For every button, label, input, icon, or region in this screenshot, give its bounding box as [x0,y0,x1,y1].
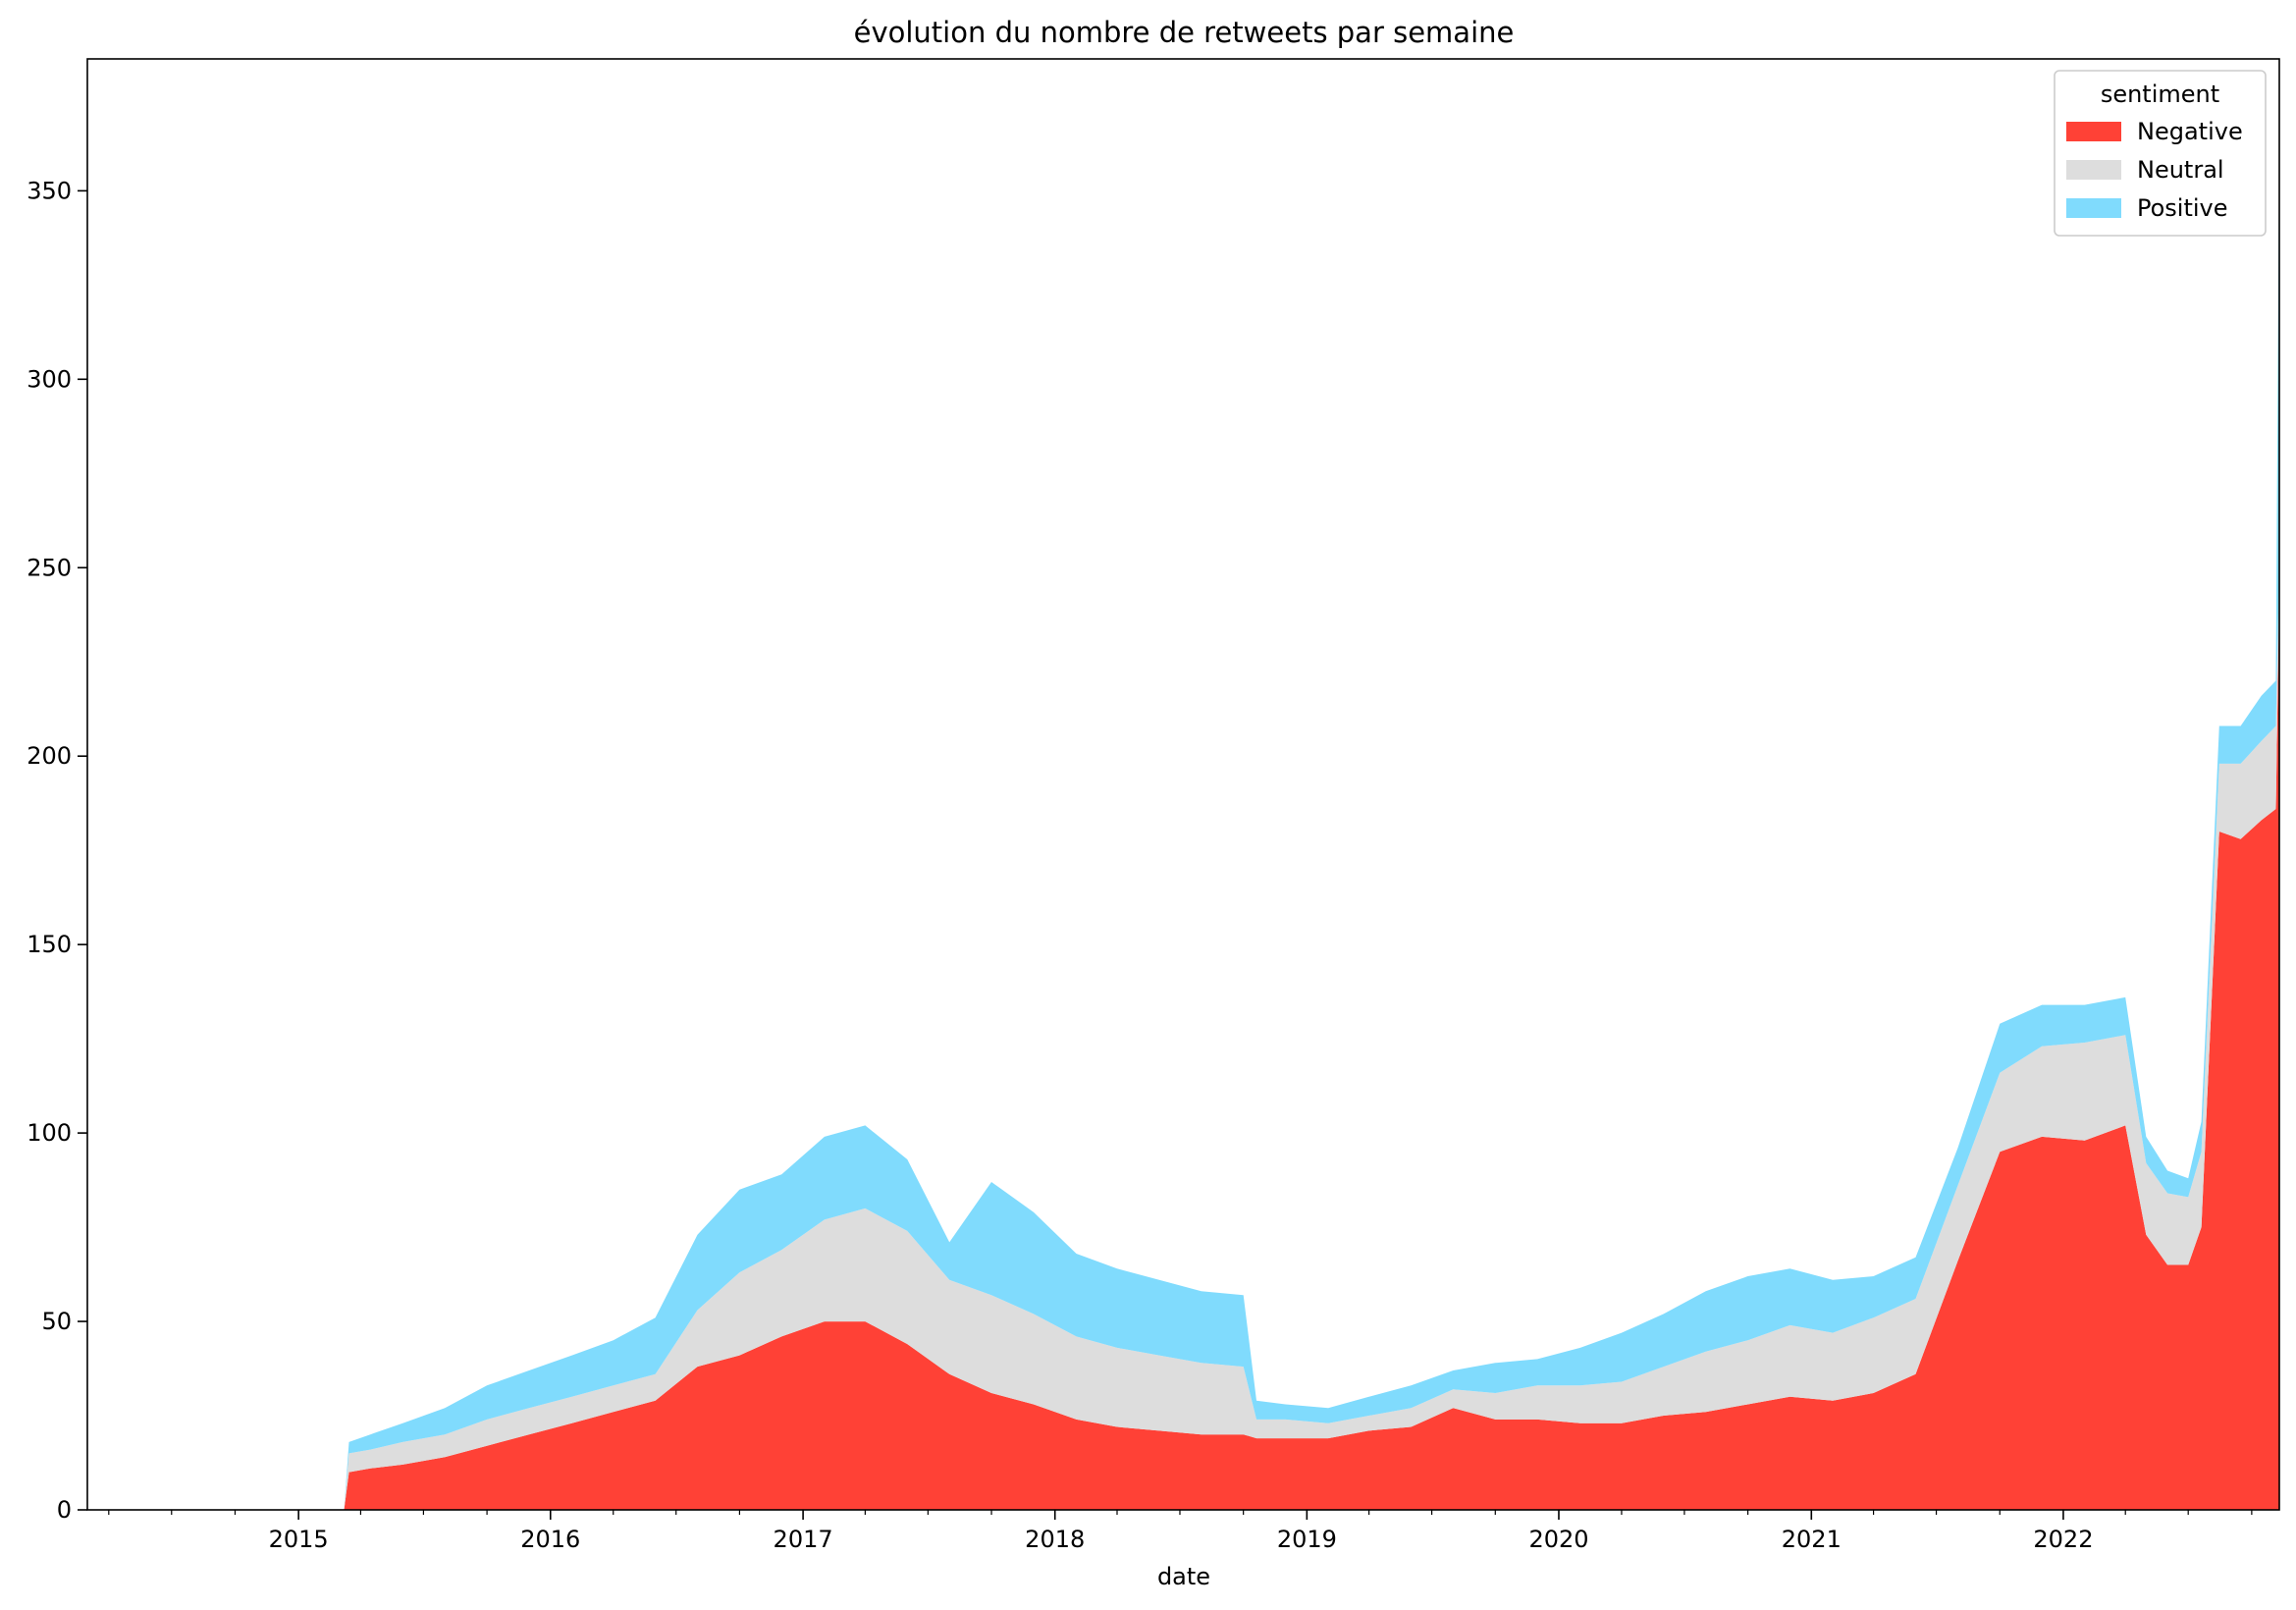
legend-label-negative: Negative [2137,118,2243,145]
y-tick-label: 50 [41,1308,72,1335]
x-tick-label: 2021 [1782,1526,1842,1553]
legend-swatch-neutral [2066,160,2121,180]
y-axis: 0 50 100 150 200 250 300 350 [27,177,87,1524]
x-tick-label: 2015 [269,1526,329,1553]
x-tick-label: 2022 [2033,1526,2093,1553]
legend-label-positive: Positive [2137,194,2228,222]
y-tick-label: 150 [27,931,72,958]
area-negative [87,586,2279,1510]
y-tick-label: 300 [27,365,72,393]
chart-title: évolution du nombre de retweets par sema… [854,16,1515,49]
y-tick-label: 100 [27,1119,72,1147]
plot-frame [86,58,2280,1511]
x-tick-label: 2017 [774,1526,833,1553]
y-tick-label: 0 [57,1496,72,1524]
legend-label-neutral: Neutral [2137,156,2224,184]
y-tick-label: 350 [27,177,72,204]
legend: sentiment Negative Neutral Positive [2054,70,2267,237]
legend-swatch-positive [2066,198,2121,218]
legend-frame [2054,70,2267,237]
y-tick-label: 250 [27,554,72,581]
area-layers [87,127,2279,1511]
x-tick-label: 2020 [1528,1526,1588,1553]
legend-title: sentiment [2101,80,2219,108]
y-tick-label: 200 [27,742,72,770]
x-axis-label: date [1157,1563,1210,1590]
x-tick-label: 2018 [1025,1526,1085,1553]
x-axis: 2015 2016 2017 2018 2019 2020 2021 2022 [108,1510,2253,1553]
legend-swatch-negative [2066,122,2121,141]
x-tick-label: 2019 [1277,1526,1337,1553]
x-tick-label: 2016 [520,1526,580,1553]
